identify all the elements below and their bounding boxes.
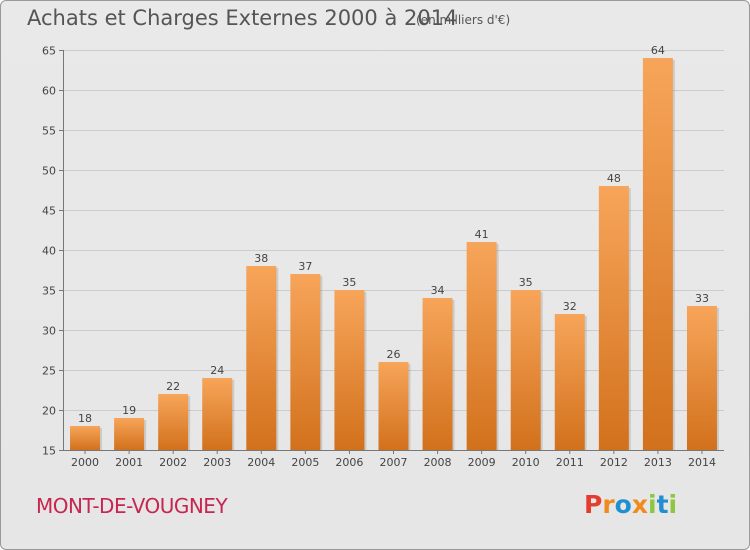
bar (334, 290, 365, 450)
x-tick-label: 2004 (247, 456, 275, 469)
x-tick-label: 2000 (71, 456, 99, 469)
bar (114, 418, 145, 450)
logo-letter: r (602, 490, 615, 519)
x-tick-label: 2001 (115, 456, 143, 469)
bar-value-label: 35 (519, 276, 533, 289)
bar-value-label: 22 (166, 380, 180, 393)
logo-letter: P (584, 490, 603, 519)
y-tick-label: 30 (42, 325, 56, 338)
bar (466, 242, 497, 450)
y-tick-label: 55 (42, 125, 56, 138)
y-tick-label: 40 (42, 245, 56, 258)
x-tick-label: 2002 (159, 456, 187, 469)
x-tick-label: 2014 (688, 456, 716, 469)
bar-value-label: 35 (342, 276, 356, 289)
bar-value-label: 64 (651, 44, 665, 57)
x-tick-label: 2009 (468, 456, 496, 469)
bar (422, 298, 453, 450)
bar (598, 186, 629, 450)
bar-value-label: 32 (563, 300, 577, 313)
bar (642, 58, 673, 450)
proxiti-logo: Proxiti (584, 490, 677, 519)
logo-letter: i (668, 490, 678, 519)
logo-letter: t (656, 490, 669, 519)
chart-subtitle: (en milliers d'€) (416, 13, 511, 27)
logo-letter: o (614, 490, 632, 519)
bar-value-label: 26 (387, 348, 401, 361)
bar (70, 426, 101, 450)
y-tick-label: 50 (42, 165, 56, 178)
bar-value-label: 37 (298, 260, 312, 273)
bar-value-label: 33 (695, 292, 709, 305)
y-tick-label: 15 (42, 445, 56, 458)
bar (686, 306, 717, 450)
y-tick-label: 20 (42, 405, 56, 418)
bars (70, 58, 719, 450)
bar (554, 314, 585, 450)
x-tick-label: 2006 (335, 456, 363, 469)
x-tick-label: 2012 (600, 456, 628, 469)
x-tick-label: 2011 (556, 456, 584, 469)
y-tick-label: 25 (42, 365, 56, 378)
x-tick-label: 2007 (380, 456, 408, 469)
x-tick-label: 2008 (424, 456, 452, 469)
bar-value-label: 34 (431, 284, 445, 297)
bar-value-label: 48 (607, 172, 621, 185)
bar-value-label: 24 (210, 364, 224, 377)
bar (158, 394, 189, 450)
bar (290, 274, 321, 450)
x-tick-label: 2010 (512, 456, 540, 469)
bar-value-label: 38 (254, 252, 268, 265)
chart-title: Achats et Charges Externes 2000 à 2014 (27, 6, 458, 30)
logo-letter: i (648, 490, 657, 519)
y-tick-label: 35 (42, 285, 56, 298)
location-name: MONT-DE-VOUGNEY (36, 494, 228, 518)
x-tick-label: 2005 (291, 456, 319, 469)
y-tick-label: 60 (42, 85, 56, 98)
bar (510, 290, 541, 450)
logo-letter: x (631, 490, 648, 519)
bar-value-label: 19 (122, 404, 136, 417)
axes: 15 20 25 30 35 40 45 50 55 60 65 2000 2001 2002 2003 20… (42, 45, 724, 469)
x-tick-label: 2013 (644, 456, 672, 469)
bar-value-label: 41 (475, 228, 489, 241)
y-tick-label: 45 (42, 205, 56, 218)
data-labels: 18 19 22 24 38 37 35 26 34 41 35 32 48 64 33 (78, 44, 709, 425)
bar (246, 266, 277, 450)
x-tick-label: 2003 (203, 456, 231, 469)
bar (202, 378, 233, 450)
y-tick-label: 65 (42, 45, 56, 58)
bar (378, 362, 409, 450)
bar-value-label: 18 (78, 412, 92, 425)
